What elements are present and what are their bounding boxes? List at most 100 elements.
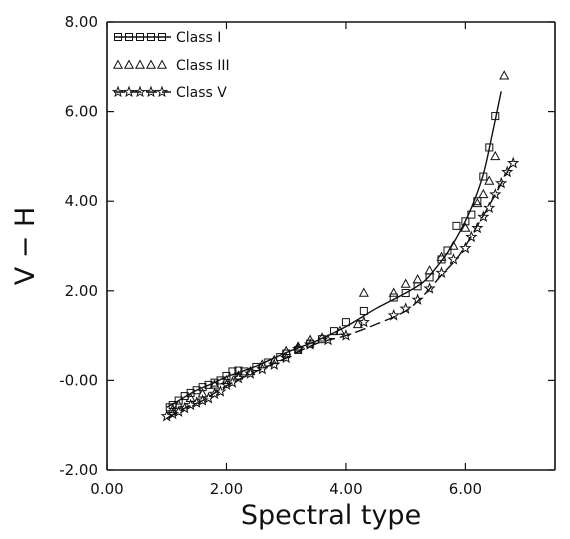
triangle-marker-8: [257, 359, 268, 369]
square-marker-25: [401, 289, 410, 298]
triangle-marker-3: [197, 388, 208, 398]
star-marker-12: [232, 371, 245, 384]
square-marker-4: [186, 388, 195, 397]
y-axis-title: V − H: [10, 207, 41, 286]
star-marker-31: [477, 210, 490, 223]
legend-square-marker-3: [147, 33, 155, 41]
legend-label-class-i: Class I: [176, 30, 221, 46]
star-marker-34: [495, 176, 508, 189]
legend-label-class-v: Class V: [176, 85, 227, 101]
square-marker-8: [210, 378, 219, 387]
legend-triangle-marker-1: [123, 59, 135, 69]
triangle-marker-27: [490, 150, 501, 161]
star-marker-28: [459, 241, 472, 254]
triangle-marker-12: [305, 334, 316, 344]
star-marker-27: [447, 252, 460, 265]
star-marker-29: [465, 230, 478, 243]
triangle-marker-0: [167, 403, 178, 414]
triangle-marker-9: [269, 354, 280, 364]
legend-square-marker-2: [136, 33, 144, 41]
square-marker-33: [473, 197, 482, 206]
star-marker-15: [268, 358, 281, 370]
triangle-marker-16: [358, 287, 369, 297]
triangle-marker-1: [173, 399, 184, 409]
star-marker-30: [471, 221, 484, 234]
star-marker-13: [244, 367, 257, 379]
tick-marks: 0.00 2.00 4.00 6.00 -2.00 -0.00 2.00 4.00 6.00 8.…: [59, 13, 555, 498]
legend-star-marker-4: [155, 85, 169, 98]
star-marker-23: [399, 302, 412, 314]
legend-label-class-iii: Class III: [176, 58, 230, 74]
star-marker-26: [435, 266, 448, 279]
triangle-marker-22: [448, 240, 459, 250]
triangle-marker-26: [484, 175, 495, 185]
y-tick-label-0: -2.00: [59, 461, 98, 479]
y-tick-label-3: 4.00: [65, 192, 98, 210]
legend-star-marker-0: [111, 85, 125, 98]
square-marker-36: [491, 112, 500, 121]
triangle-marker-18: [400, 278, 411, 288]
triangle-marker-19: [412, 274, 423, 284]
x-tick-label-2: 4.00: [329, 480, 362, 498]
square-marker-31: [461, 217, 470, 226]
series-star: [160, 156, 520, 422]
triangle-marker-13: [316, 332, 328, 342]
square-marker-2: [174, 396, 183, 405]
legend-triangle-marker-3: [145, 59, 157, 69]
star-marker-20: [339, 329, 353, 341]
legend-square-marker-0: [114, 33, 122, 41]
star-marker-36: [507, 156, 520, 169]
star-marker-21: [357, 315, 370, 328]
axes: [106, 21, 556, 471]
square-marker-32: [467, 210, 476, 219]
legend-square-marker-4: [158, 33, 166, 41]
triangle-marker-24: [472, 197, 483, 208]
square-marker-14: [252, 362, 261, 371]
square-marker-23: [359, 306, 368, 315]
x-tick-label-0: 0.00: [90, 480, 123, 498]
triangle-marker-5: [221, 374, 232, 385]
triangle-marker-17: [388, 287, 399, 297]
triangle-marker-21: [436, 251, 447, 261]
triangle-marker-7: [245, 365, 256, 376]
fit-curve-solid: [166, 91, 502, 408]
triangle-marker-14: [334, 325, 346, 335]
triangle-marker-25: [478, 188, 489, 199]
y-tick-label-1: -0.00: [59, 371, 98, 389]
x-tick-label-1: 2.00: [210, 480, 243, 498]
triangle-marker-28: [499, 70, 510, 80]
star-marker-17: [292, 342, 305, 355]
square-marker-15: [264, 358, 273, 367]
star-marker-16: [280, 351, 293, 364]
legend-triangle-marker-0: [112, 59, 124, 69]
star-marker-18: [303, 338, 317, 350]
square-marker-34: [479, 172, 488, 181]
square-marker-24: [389, 293, 398, 302]
star-marker-22: [387, 308, 400, 321]
legend-star-marker-2: [133, 85, 147, 98]
square-marker-29: [443, 246, 452, 255]
triangle-marker-15: [352, 318, 363, 329]
triangle-marker-23: [460, 222, 471, 232]
star-marker-33: [489, 188, 502, 200]
fit-curves: [166, 91, 514, 420]
star-marker-32: [483, 201, 496, 214]
y-tick-label-2: 2.00: [65, 282, 98, 300]
data-points: [160, 70, 520, 422]
legend-triangle-marker-4: [156, 59, 168, 69]
triangle-marker-20: [424, 265, 435, 275]
triangle-marker-11: [293, 341, 304, 351]
triangle-marker-2: [185, 392, 196, 403]
triangle-marker-6: [233, 370, 244, 380]
star-marker-19: [321, 333, 335, 346]
square-marker-30: [452, 221, 461, 230]
legend-star-marker-3: [144, 85, 158, 98]
series-triangle: [167, 70, 510, 414]
legend-square-marker-1: [125, 33, 133, 41]
legend-triangle-marker-2: [134, 59, 146, 69]
y-tick-label-5: 8.00: [65, 13, 98, 31]
star-marker-9: [214, 385, 227, 397]
legend: Class I Class III Class V: [111, 30, 230, 101]
square-marker-22: [341, 318, 350, 327]
